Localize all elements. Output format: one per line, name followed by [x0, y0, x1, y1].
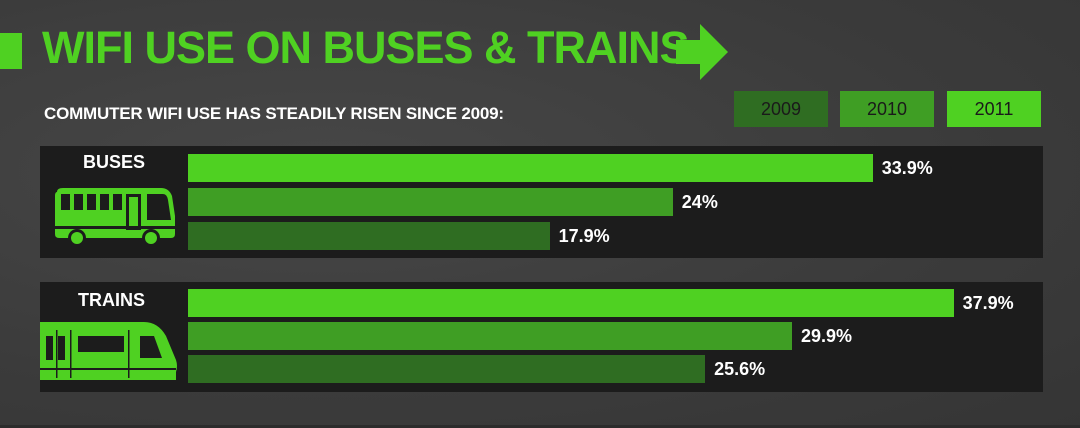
trains-label: TRAINS [78, 290, 145, 310]
bar-label-buses-2011: 33.9% [881, 158, 933, 178]
bar-buses-2009 [188, 222, 550, 250]
bar-label-trains-2011: 37.9% [962, 293, 1014, 313]
buses-label: BUSES [83, 152, 146, 172]
train-icon [40, 322, 177, 380]
bar-trains-2009 [188, 355, 706, 383]
arrow-right-icon [676, 24, 728, 80]
page-title: WIFI USE ON BUSES & TRAINS [42, 22, 690, 73]
buses-panel: BUSES 33.9% 24% 17.9% [40, 146, 1043, 258]
bar-label-trains-2009: 25.6% [714, 359, 766, 379]
legend-item-2009: 2009 [734, 91, 828, 127]
legend-item-2011: 2011 [947, 91, 1041, 127]
bottom-divider [0, 425, 1080, 428]
bus-icon [55, 188, 175, 247]
title-marker-icon [0, 33, 22, 69]
trains-panel: TRAINS 37.9% 29.9% 25.6% [40, 282, 1043, 392]
bar-trains-2011 [188, 289, 954, 317]
bar-trains-2010 [188, 322, 792, 350]
bar-label-buses-2009: 17.9% [558, 226, 610, 246]
bar-buses-2011 [188, 154, 873, 182]
legend-item-2010: 2010 [840, 91, 934, 127]
legend: 2009 2010 2011 [0, 91, 1080, 129]
bar-label-trains-2010: 29.9% [800, 326, 853, 346]
chart-subtitle: COMMUTER WIFI USE HAS STEADILY RISEN SIN… [44, 104, 504, 123]
bar-buses-2010 [188, 188, 673, 216]
bar-label-buses-2010: 24% [681, 192, 718, 212]
